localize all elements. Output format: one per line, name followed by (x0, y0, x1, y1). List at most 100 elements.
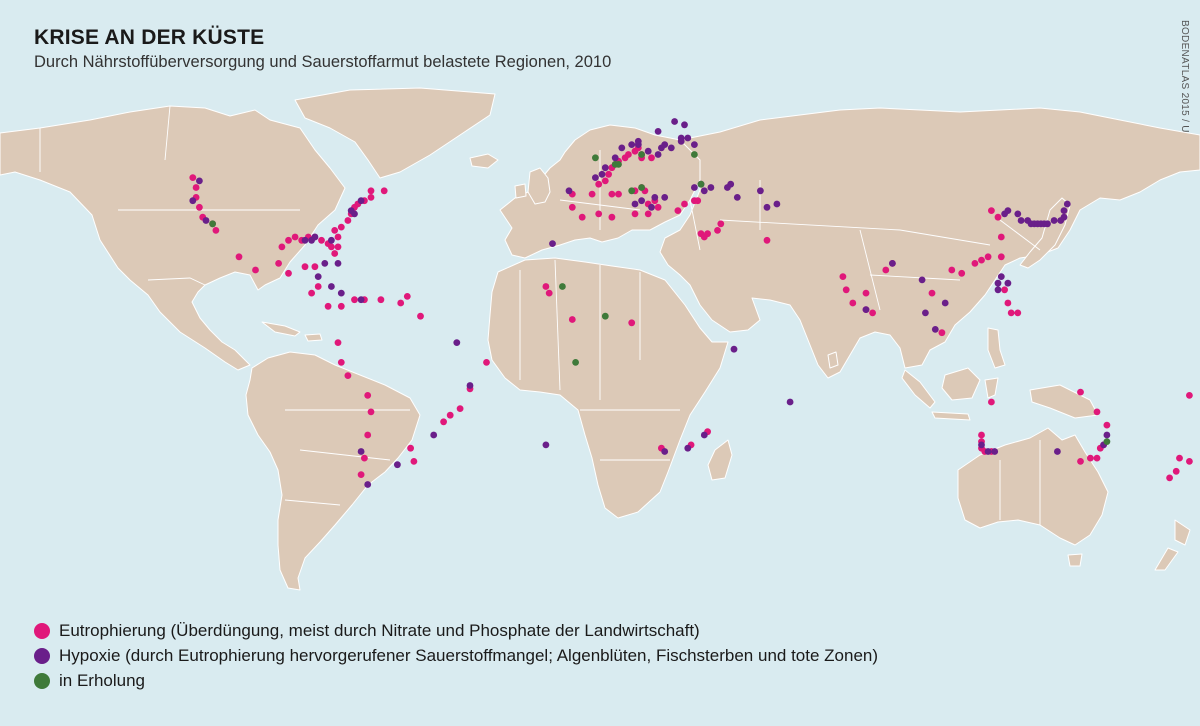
erholung-point (638, 151, 645, 158)
hypoxie-point (677, 134, 685, 142)
eutrophierung-point (377, 296, 385, 304)
eutrophierung-point (842, 286, 850, 294)
hypoxie-point (351, 210, 358, 218)
legend-dot-eutrophierung (34, 622, 50, 639)
eutrophierung-point (252, 266, 259, 274)
hypoxie-point (1014, 210, 1022, 218)
hypoxie-point (763, 203, 771, 211)
eutrophierung-point (648, 154, 655, 162)
hispaniola (304, 333, 323, 342)
cuba (261, 321, 301, 337)
eutrophierung-point (1103, 421, 1111, 429)
eutrophierung-point (849, 299, 857, 307)
hypoxie-point (707, 184, 715, 191)
eutrophierung-point (212, 227, 220, 234)
hypoxie-point (991, 448, 999, 455)
legend: Eutrophierung (Überdüngung, meist durch … (34, 618, 878, 693)
eutrophierung-point (997, 233, 1005, 241)
eutrophierung-point (654, 203, 662, 211)
eutrophierung-point (318, 236, 325, 244)
hypoxie-point (931, 326, 939, 333)
hypoxie-point (321, 260, 329, 267)
eutrophierung-point (674, 207, 682, 214)
legend-dot-erholung (34, 672, 50, 689)
eutrophierung-point (568, 316, 576, 323)
eutrophierung-point (882, 266, 890, 274)
eutrophierung-point (334, 243, 342, 251)
hypoxie-point (301, 236, 309, 244)
eutrophierung-point (644, 210, 652, 218)
eutrophierung-point (839, 273, 847, 280)
eutrophierung-point (1166, 474, 1173, 482)
hypoxie-point (611, 154, 619, 162)
new-zealand-south (1154, 547, 1179, 571)
hypoxie-point (1017, 217, 1025, 224)
eutrophierung-point (344, 372, 352, 379)
eutrophierung-point (1001, 286, 1008, 294)
eutrophierung-point (1004, 299, 1012, 307)
hypoxie-point (700, 431, 708, 439)
eutrophierung-point (1077, 458, 1084, 465)
hypoxie-point (786, 398, 794, 406)
eutrophierung-point (328, 243, 335, 251)
hypoxie-point (634, 137, 642, 145)
java (931, 411, 971, 421)
hypoxie-point (684, 134, 692, 142)
eutrophierung-point (578, 213, 586, 221)
legend-dot-hypoxie (34, 647, 50, 664)
hypoxie-point (1103, 431, 1111, 439)
eutrophierung-point (331, 250, 339, 257)
eutrophierung-point (483, 359, 490, 366)
hypoxie-point (618, 144, 626, 152)
eutrophierung-point (971, 260, 979, 267)
eutrophierung-point (608, 190, 616, 198)
eutrophierung-point (763, 236, 771, 244)
hypoxie-point (862, 306, 870, 313)
eutrophierung-point (988, 398, 995, 406)
erholung-point (691, 151, 698, 158)
hypoxie-point (661, 448, 669, 455)
eutrophierung-point (700, 233, 708, 241)
hypoxie-point (757, 187, 764, 195)
eutrophierung-point (397, 299, 405, 307)
erholung-point (628, 187, 636, 195)
tasmania (1067, 553, 1083, 567)
eutrophierung-point (1007, 309, 1015, 317)
hypoxie-point (654, 151, 662, 158)
hypoxie-point (357, 448, 365, 455)
sri-lanka (827, 351, 839, 369)
eutrophierung-point (984, 253, 992, 261)
iceland (469, 153, 499, 169)
eutrophierung-point (410, 458, 418, 465)
eutrophierung-point (1077, 388, 1084, 396)
erholung-point (615, 161, 622, 168)
world-map (0, 87, 1200, 591)
sumatra (901, 369, 936, 409)
erholung-point (559, 283, 566, 290)
hypoxie-point (430, 431, 438, 439)
legend-label-eutrophierung: Eutrophierung (Überdüngung, meist durch … (59, 620, 700, 640)
hypoxie-point (542, 441, 550, 449)
eutrophierung-point (456, 405, 464, 412)
hypoxie-point (328, 283, 335, 290)
hypoxie-point (773, 200, 781, 208)
hypoxie-point (357, 197, 365, 205)
hypoxie-point (453, 339, 461, 346)
eutrophierung-point (988, 207, 995, 214)
eutrophierung-point (694, 197, 702, 205)
hypoxie-point (684, 444, 692, 452)
madagascar (707, 439, 733, 481)
hypoxie-point (601, 164, 609, 172)
eutrophierung-point (192, 184, 200, 191)
hypoxie-point (661, 194, 669, 201)
eutrophierung-point (542, 283, 550, 290)
greenland (294, 87, 496, 179)
hypoxie-point (631, 200, 639, 208)
eutrophierung-point (568, 203, 576, 211)
erholung-point (638, 184, 645, 191)
eutrophierung-point (364, 431, 372, 439)
eutrophierung-point (1186, 392, 1193, 399)
erholung-point (601, 312, 609, 320)
hypoxie-point (1063, 200, 1071, 208)
erholung-point (1103, 438, 1111, 445)
